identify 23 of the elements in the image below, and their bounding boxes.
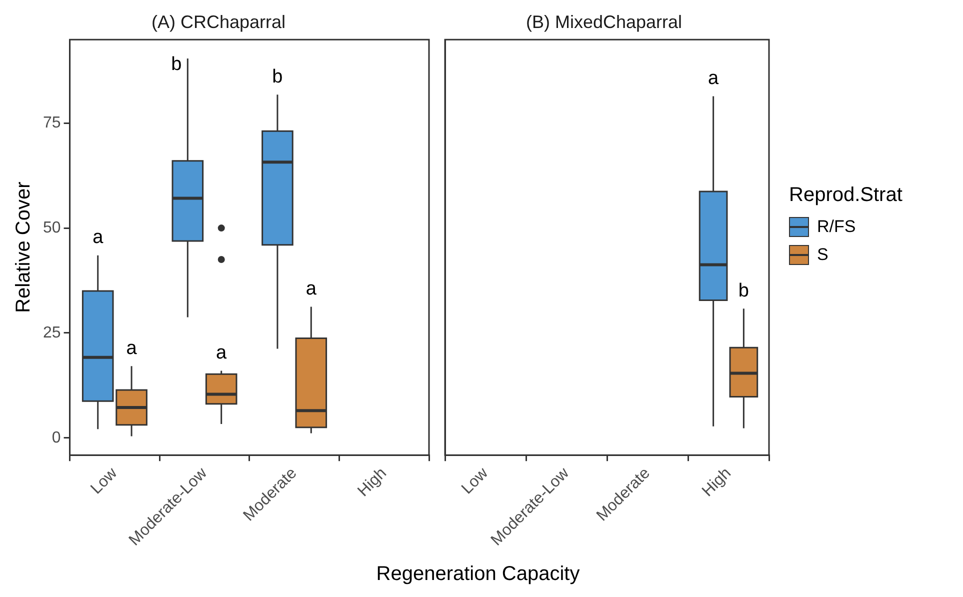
- chart-title: (A) CRChaparral: [151, 12, 286, 32]
- annotation: a: [92, 227, 104, 248]
- y-axis-title: Relative Cover: [12, 181, 35, 313]
- x-tick-label: High: [354, 464, 390, 500]
- x-tick-label: Low: [88, 464, 121, 498]
- annotation: b: [171, 54, 182, 76]
- x-tick-label: High: [699, 464, 734, 500]
- annotation: a: [306, 278, 317, 300]
- annotation: a: [708, 68, 720, 89]
- annotation: b: [272, 66, 283, 88]
- annotation: b: [738, 280, 749, 302]
- x-tick-label: Low: [458, 464, 492, 498]
- legend-title: Reprod.Strat: [789, 184, 902, 206]
- legend-label: R/FS: [817, 216, 856, 236]
- y-tick-label: 0: [52, 429, 61, 446]
- legend-label: S: [817, 244, 828, 264]
- y-tick-label: 25: [43, 324, 61, 342]
- annotation: a: [216, 342, 228, 364]
- x-axis-title: Regeneration Capacity: [375, 563, 581, 586]
- y-tick-label: 75: [43, 114, 61, 132]
- annotation: a: [126, 338, 138, 359]
- chart-title: (B) MixedChaparral: [526, 12, 682, 32]
- y-tick-label: 50: [43, 219, 61, 236]
